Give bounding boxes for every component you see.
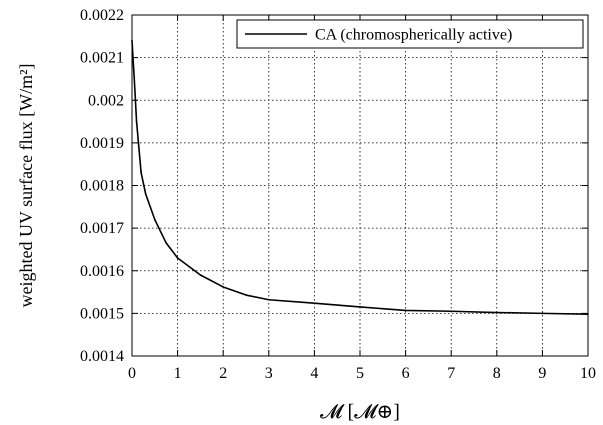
data-point xyxy=(359,306,361,308)
x-tick-label: 7 xyxy=(447,365,455,382)
y-tick-label: 0.0022 xyxy=(80,7,124,24)
y-tick-label: 0.0021 xyxy=(80,50,124,67)
x-tick-label: 5 xyxy=(356,365,364,382)
data-point xyxy=(176,257,179,259)
data-point xyxy=(165,242,167,244)
x-tick-label: 8 xyxy=(493,365,501,382)
x-tick-label: 0 xyxy=(128,365,136,382)
data-point xyxy=(541,312,544,315)
y-axis-label: weighted UV surface flux [W/m²] xyxy=(16,64,36,308)
x-tick-label: 1 xyxy=(174,365,182,382)
data-point xyxy=(199,274,202,276)
x-tick-label: 3 xyxy=(265,365,273,382)
legend-label: CA (chromospherically active) xyxy=(315,27,512,44)
y-tick-label: 0.0015 xyxy=(80,305,124,322)
y-tick-label: 0.0019 xyxy=(80,135,124,152)
ticks xyxy=(131,14,589,357)
x-tick-label: 6 xyxy=(402,365,410,382)
series-line-0 xyxy=(131,40,589,316)
x-tick-label: 4 xyxy=(310,365,318,382)
data-point xyxy=(154,218,156,221)
y-tick-label: 0.0018 xyxy=(80,178,124,195)
data-point xyxy=(133,78,136,80)
legend: CA (chromospherically active) xyxy=(236,19,584,49)
data-point xyxy=(496,311,498,314)
x-axis-label: 𝓜 [𝓜⊕] xyxy=(320,401,400,423)
data-point xyxy=(313,302,316,304)
x-tick-label: 10 xyxy=(580,365,596,382)
y-tick-label: 0.002 xyxy=(88,92,124,109)
y-tick-label: 0.0016 xyxy=(80,263,124,280)
data-point xyxy=(404,309,407,312)
grid xyxy=(132,15,588,356)
data-point xyxy=(135,120,138,123)
data-point xyxy=(222,286,224,288)
y-tick-label: 0.0017 xyxy=(80,220,124,237)
tick-labels: 0 1 2 3 4 5 6 7 8 9 10 0.0014 0.0015 0.0016 0.0017 0.00… xyxy=(80,7,596,382)
x-tick-label: 2 xyxy=(219,365,227,382)
y-tick-label: 0.0014 xyxy=(80,348,124,365)
x-tick-label: 9 xyxy=(538,365,546,382)
data-point xyxy=(268,298,270,301)
data-point xyxy=(144,193,147,195)
data-point xyxy=(140,171,142,174)
series-layer xyxy=(131,39,589,316)
data-point xyxy=(450,310,453,313)
data-point xyxy=(245,294,247,296)
